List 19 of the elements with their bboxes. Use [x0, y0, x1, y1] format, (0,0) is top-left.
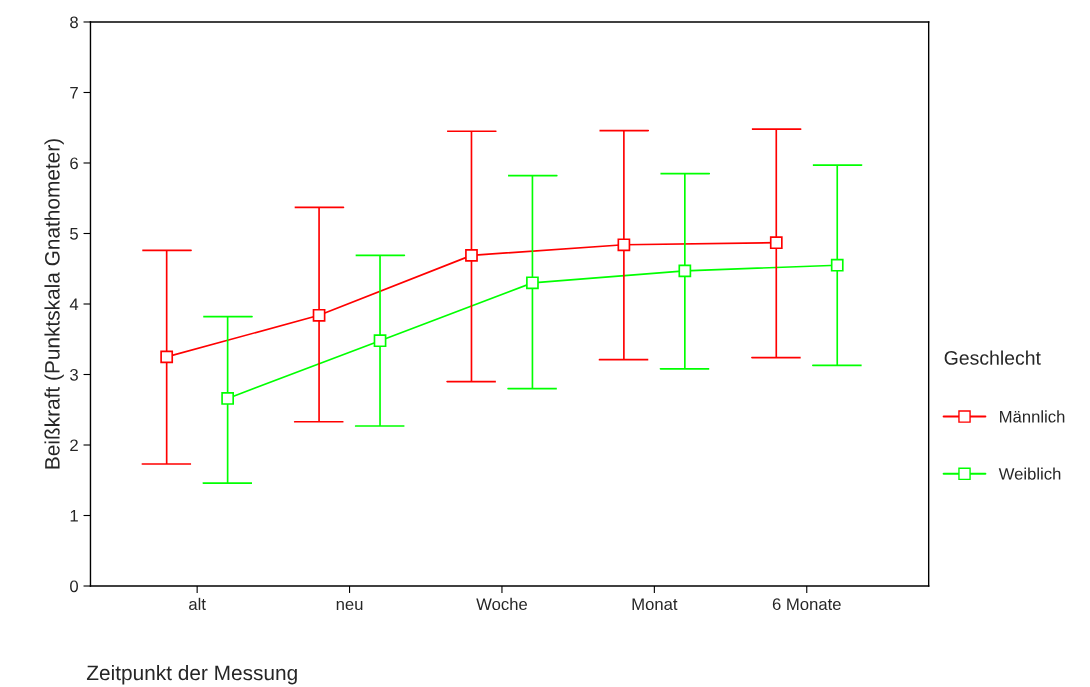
y-tick-label: 1 [70, 510, 78, 522]
legend-label: Männlich [1000, 410, 1065, 423]
y-tick-label: 7 [70, 87, 78, 99]
y-tick-label: 3 [70, 368, 78, 381]
x-axis-title: Zeitpunkt der Messung [86, 664, 297, 685]
x-tick-label: Woche [476, 597, 528, 611]
y-tick-label: 8 [70, 16, 78, 29]
y-tick-label: 6 [70, 157, 78, 170]
y-tick-label: 4 [69, 298, 79, 311]
x-tick-label: Monat [632, 598, 678, 611]
y-tick-label: 5 [70, 228, 78, 240]
legend-title: Geschlecht [944, 350, 1041, 365]
x-tick-label: 6 Monate [772, 598, 841, 611]
legend-label: Weiblich [998, 467, 1061, 480]
y-tick-label: 0 [70, 580, 79, 593]
y-tick-label: 2 [70, 439, 78, 452]
y-axis-title: Beißkraft (Punktskala Gnathometer) [44, 139, 64, 469]
x-tick-label: alt [189, 597, 206, 611]
x-tick-label: neu [336, 600, 363, 611]
